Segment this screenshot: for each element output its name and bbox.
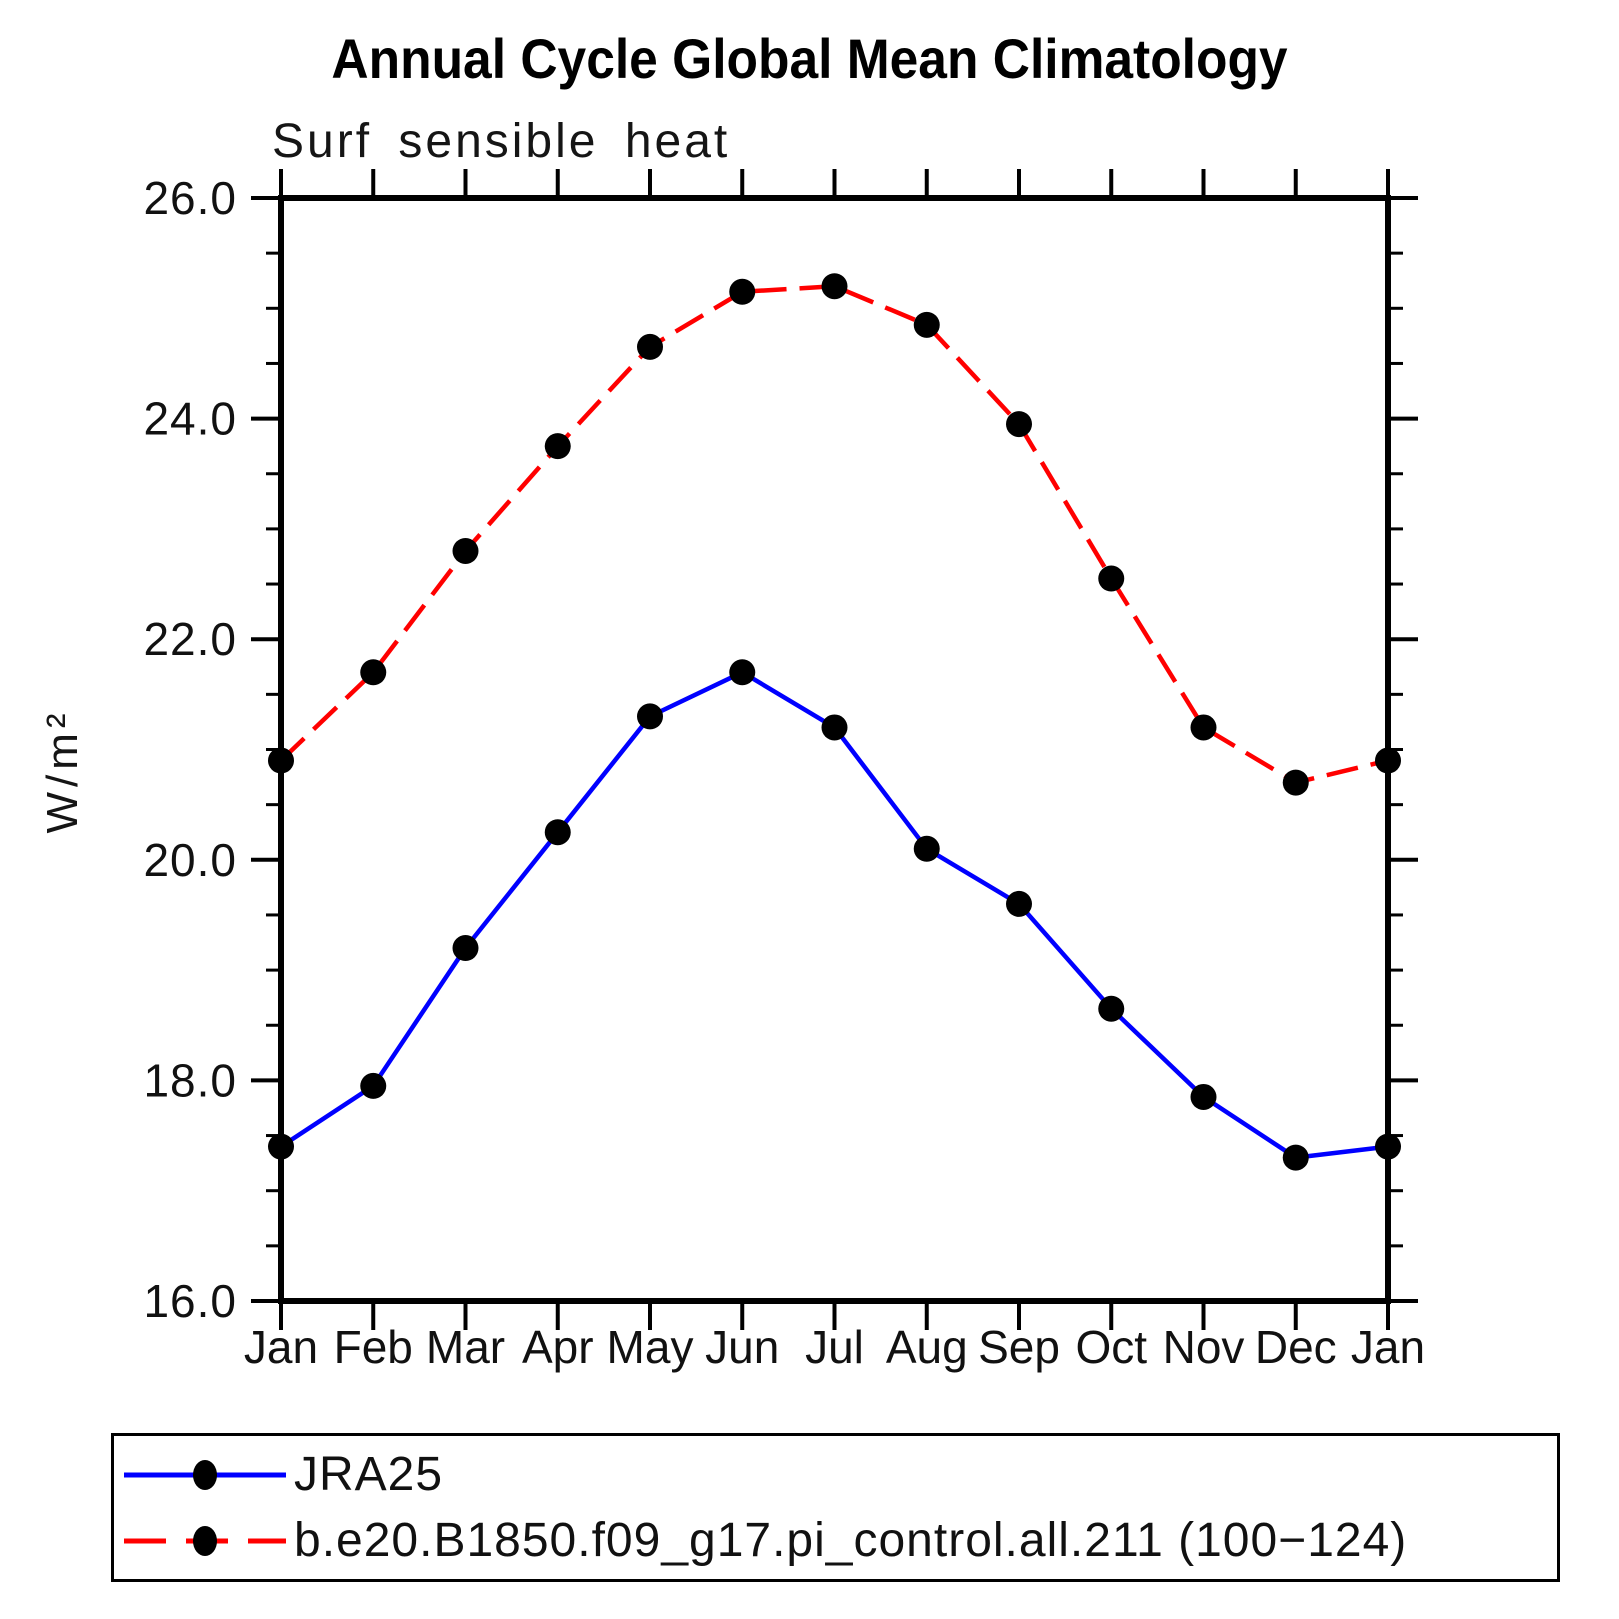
series-1-marker bbox=[1098, 565, 1125, 592]
series-0-marker bbox=[544, 819, 571, 846]
legend-label-jra25: JRA25 bbox=[294, 1448, 444, 1501]
series-1-marker bbox=[1282, 769, 1309, 796]
series-line-0 bbox=[279, 670, 1389, 1160]
axis-frame bbox=[278, 195, 1391, 1304]
y-tick-label: 20.0 bbox=[143, 834, 237, 886]
y-tick-label: 26.0 bbox=[143, 172, 237, 224]
x-tick-label: May bbox=[607, 1321, 694, 1373]
x-tick-label: Dec bbox=[1255, 1321, 1337, 1373]
legend-line-sample-model bbox=[124, 1525, 286, 1556]
chart-subtitle: Surf sensible heat bbox=[272, 115, 731, 168]
x-tick-label: Jan bbox=[244, 1321, 318, 1373]
series-1-marker bbox=[360, 659, 387, 686]
series-1-marker bbox=[1375, 747, 1401, 774]
series-0-marker bbox=[729, 659, 756, 686]
series-1-marker bbox=[1190, 714, 1217, 741]
x-tick-label: Nov bbox=[1163, 1321, 1245, 1373]
x-tick-label: Oct bbox=[1075, 1321, 1147, 1373]
series-0-marker bbox=[913, 835, 940, 862]
x-tick-label: Apr bbox=[522, 1321, 594, 1373]
legend-entry-jra25: JRA25 bbox=[119, 1443, 1557, 1507]
x-tick-label: Jul bbox=[805, 1321, 864, 1373]
y-tick-label: 24.0 bbox=[143, 393, 237, 445]
y-tick-label: 18.0 bbox=[143, 1054, 237, 1106]
series-1-marker bbox=[913, 311, 940, 338]
series-line-1 bbox=[279, 283, 1389, 785]
series-0-marker bbox=[1098, 995, 1125, 1022]
series-0-marker bbox=[637, 703, 663, 730]
legend-entry-model: b.e20.B1850.f09_g17.pi_control.all.211 (… bbox=[119, 1509, 1557, 1573]
series-1-marker bbox=[1006, 411, 1032, 438]
series-0-marker bbox=[1282, 1144, 1309, 1171]
legend-label-model: b.e20.B1850.f09_g17.pi_control.all.211 (… bbox=[294, 1514, 1408, 1567]
series-1-marker bbox=[452, 537, 479, 564]
chart-title: Annual Cycle Global Mean Climatology bbox=[331, 27, 1288, 90]
series-0-marker bbox=[1375, 1133, 1401, 1160]
series-0-marker bbox=[452, 935, 479, 962]
series-0-marker bbox=[360, 1072, 387, 1099]
series-1-marker bbox=[729, 278, 756, 305]
legend-sample-marker bbox=[193, 1459, 217, 1490]
series-1-marker bbox=[544, 433, 571, 460]
x-tick-label: Mar bbox=[426, 1321, 505, 1373]
x-tick-label: Jan bbox=[1351, 1321, 1425, 1373]
x-tick-label: Jun bbox=[705, 1321, 779, 1373]
y-tick-label: 16.0 bbox=[143, 1275, 237, 1327]
series-0-marker bbox=[1190, 1083, 1217, 1110]
series-0-marker bbox=[1006, 890, 1032, 917]
series-1-marker bbox=[637, 333, 663, 360]
legend-line-sample-observation bbox=[124, 1459, 286, 1490]
y-tick-label: 22.0 bbox=[143, 613, 237, 665]
x-tick-label: Feb bbox=[334, 1321, 413, 1373]
series-1-marker bbox=[268, 747, 294, 774]
series-0-marker bbox=[821, 714, 848, 741]
series-1-marker bbox=[821, 273, 848, 300]
x-tick-label: Sep bbox=[978, 1321, 1060, 1373]
x-tick-label: Aug bbox=[886, 1321, 968, 1373]
legend-sample-marker bbox=[193, 1525, 217, 1556]
legend-box: JRA25 b.e20.B1850.f09_g17.pi_control.all… bbox=[111, 1433, 1560, 1582]
series-0-marker bbox=[268, 1133, 294, 1160]
